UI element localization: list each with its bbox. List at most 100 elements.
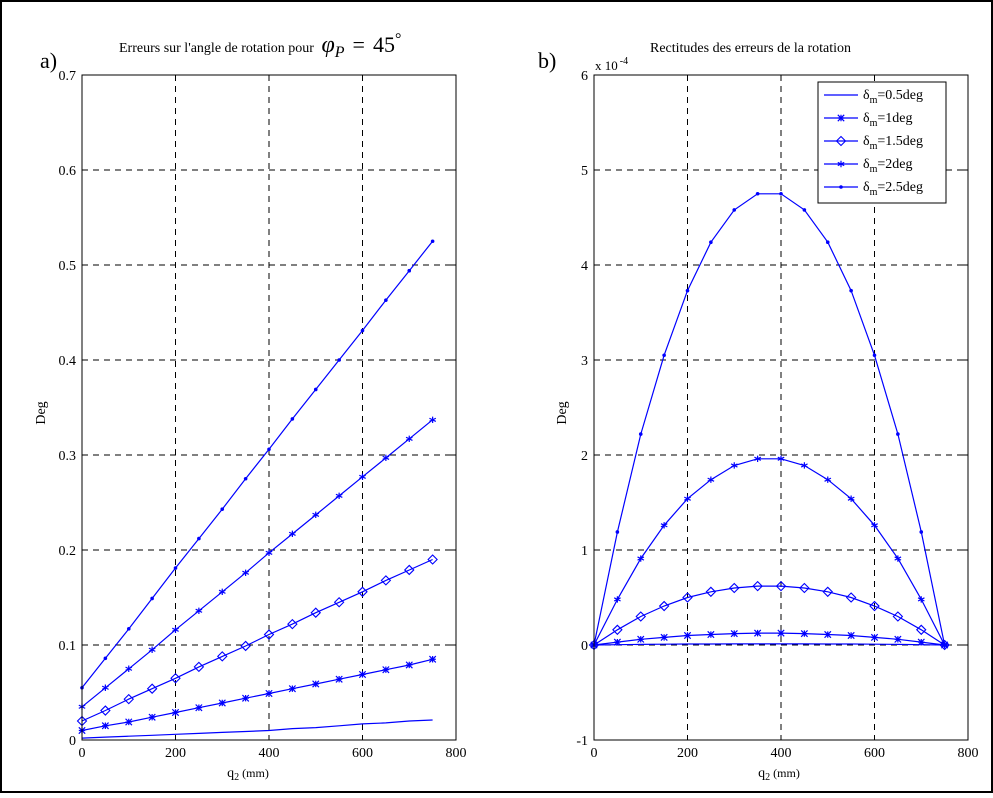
panel-b-data-point: [658, 600, 670, 612]
panel-a-data-point: [310, 607, 322, 618]
panel-b-data-point: [660, 522, 668, 529]
panel-a-data-point: [335, 492, 343, 500]
panel-b-legend-delta: δ: [863, 157, 870, 172]
panel-b-legend-sub: m: [870, 141, 878, 152]
panel-b-xtick-label: 0: [591, 746, 598, 761]
panel-b-xlabel: q2 (mm): [758, 766, 800, 783]
panel-a-data-point: [403, 564, 415, 576]
panel-b-legend-box: [817, 81, 947, 204]
panel-b-data-point: [685, 288, 690, 293]
panel-a-ytick-label: 0.2: [59, 544, 77, 559]
panel-b-legend-delta: δ: [863, 88, 870, 103]
panel-b-data-point: [871, 522, 878, 529]
panel-b-legend-label: δm=1.5deg: [863, 134, 923, 152]
panel-a-data-point: [288, 685, 296, 693]
panel-a-ytick-label: 0.3: [59, 449, 77, 464]
panel-b-series-line: [593, 458, 946, 646]
panel-b-ytick-label: 4: [581, 259, 588, 274]
panel-b-legend-marker: [837, 114, 845, 122]
panel-b-ytick-label: 1: [581, 544, 588, 559]
panel-a-data-point: [101, 684, 109, 691]
chart-marks: 0 200 400 600 800 0 0.1 0.2 0.3 0.4 0.5 0.6 0.7 0 200 4…: [59, 69, 979, 761]
panel-b-data-point: [707, 476, 715, 483]
panel-a-data-point: [171, 708, 180, 717]
panel-b-ytick-label: 5: [581, 164, 588, 179]
panel-b-series-2: [590, 629, 949, 649]
panel-b-data-point: [637, 635, 645, 643]
panel-b-data-point: [894, 635, 902, 643]
panel-b-data-point: [872, 353, 877, 358]
panel-b-legend-marker: [839, 185, 843, 189]
panel-a-series-1: [81, 719, 433, 739]
panel-b-scale-exp: -4: [620, 56, 628, 67]
panel-b-data-point: [612, 624, 623, 636]
panel-b-ytick-label: -1: [576, 734, 588, 749]
panel-b-data-point: [730, 462, 738, 469]
panel-a-data-point: [405, 661, 413, 669]
panel-b-legend-item: δm=0.5deg: [824, 88, 923, 106]
panel-a-data-point: [263, 629, 275, 640]
panel-a-data-point: [359, 473, 366, 481]
panel-b-data-point: [613, 596, 621, 603]
panel-a-data-point: [123, 693, 135, 705]
panel-a-data-point: [287, 618, 298, 630]
panel-b-legend-rest: =2deg: [877, 157, 912, 172]
panel-a-data-point: [103, 656, 108, 661]
panel-a-series-2: [78, 655, 437, 735]
panel-a-data-point: [242, 569, 250, 576]
panel-a-series-line: [81, 719, 433, 739]
panel-a-data-point: [240, 640, 251, 652]
panel-a-xtick-label: 400: [259, 746, 280, 761]
panel-b-data-point: [684, 495, 691, 502]
panel-b-data-point: [754, 629, 762, 637]
panel-a-data-point: [312, 511, 320, 519]
panel-b-data-point: [662, 353, 666, 358]
panel-a-title-phi-sub: P: [334, 44, 345, 61]
panel-a-ylabel: Deg: [34, 401, 49, 424]
panel-b-data-point: [730, 629, 738, 638]
panel-a-data-point: [218, 699, 226, 707]
panel-b-data-point: [847, 631, 855, 640]
panel-a-data-point: [313, 387, 318, 392]
panel-b-data-point: [779, 191, 783, 196]
panel-a-data-point: [290, 417, 295, 421]
panel-b-legend-label: δm=2deg: [863, 157, 913, 175]
panel-b-data-point: [894, 555, 902, 562]
panel-b-data-point: [869, 600, 880, 612]
panel-b-xlabel-unit: (mm): [773, 766, 800, 780]
panel-b-data-point: [919, 530, 924, 534]
panel-b-legend-label: δm=0.5deg: [863, 88, 923, 106]
panel-a-xlabel-sub: 2: [234, 772, 239, 783]
panel-b-legend-item: δm=2.5deg: [824, 180, 923, 198]
panel-b-series-line: [593, 193, 946, 646]
panel-b-data-point: [800, 462, 808, 469]
panel-b-legend-item: δm=2deg: [824, 157, 913, 175]
panel-a-data-point: [382, 454, 390, 462]
panel-b-plot: 0 200 400 600 800-10123456δm=0.5degδm=1degδm…: [576, 69, 978, 761]
panel-b-data-point: [896, 432, 900, 436]
panel-b-legend-delta: δ: [863, 180, 870, 195]
panel-a-data-point: [312, 680, 320, 688]
panel-b-data-point: [775, 580, 787, 592]
panel-b-data-point: [822, 586, 834, 598]
panel-b-data-point: [752, 580, 763, 592]
panel-b-ytick-label: 0: [581, 639, 588, 654]
panel-a-data-point: [173, 566, 178, 570]
panel-b-data-point: [942, 643, 947, 647]
panel-a-data-point: [429, 655, 437, 663]
panel-b-legend-marker: [835, 135, 847, 147]
panel-a-data-point: [216, 651, 228, 662]
panel-a-data-point: [148, 646, 156, 653]
panel-b-data-point: [849, 288, 853, 293]
panel-b-xtick-label: 600: [864, 746, 885, 761]
panel-a-ytick-label: 0.4: [59, 354, 77, 369]
panel-a-xlabel: q2 (mm): [227, 766, 269, 783]
panel-b-data-point: [870, 633, 879, 642]
panel-a-data-point: [335, 675, 343, 683]
panel-a-data-point: [267, 447, 271, 452]
panel-a-series-line: [81, 240, 434, 689]
panel-a-data-point: [358, 670, 367, 679]
panel-b-xtick-label: 200: [677, 746, 698, 761]
